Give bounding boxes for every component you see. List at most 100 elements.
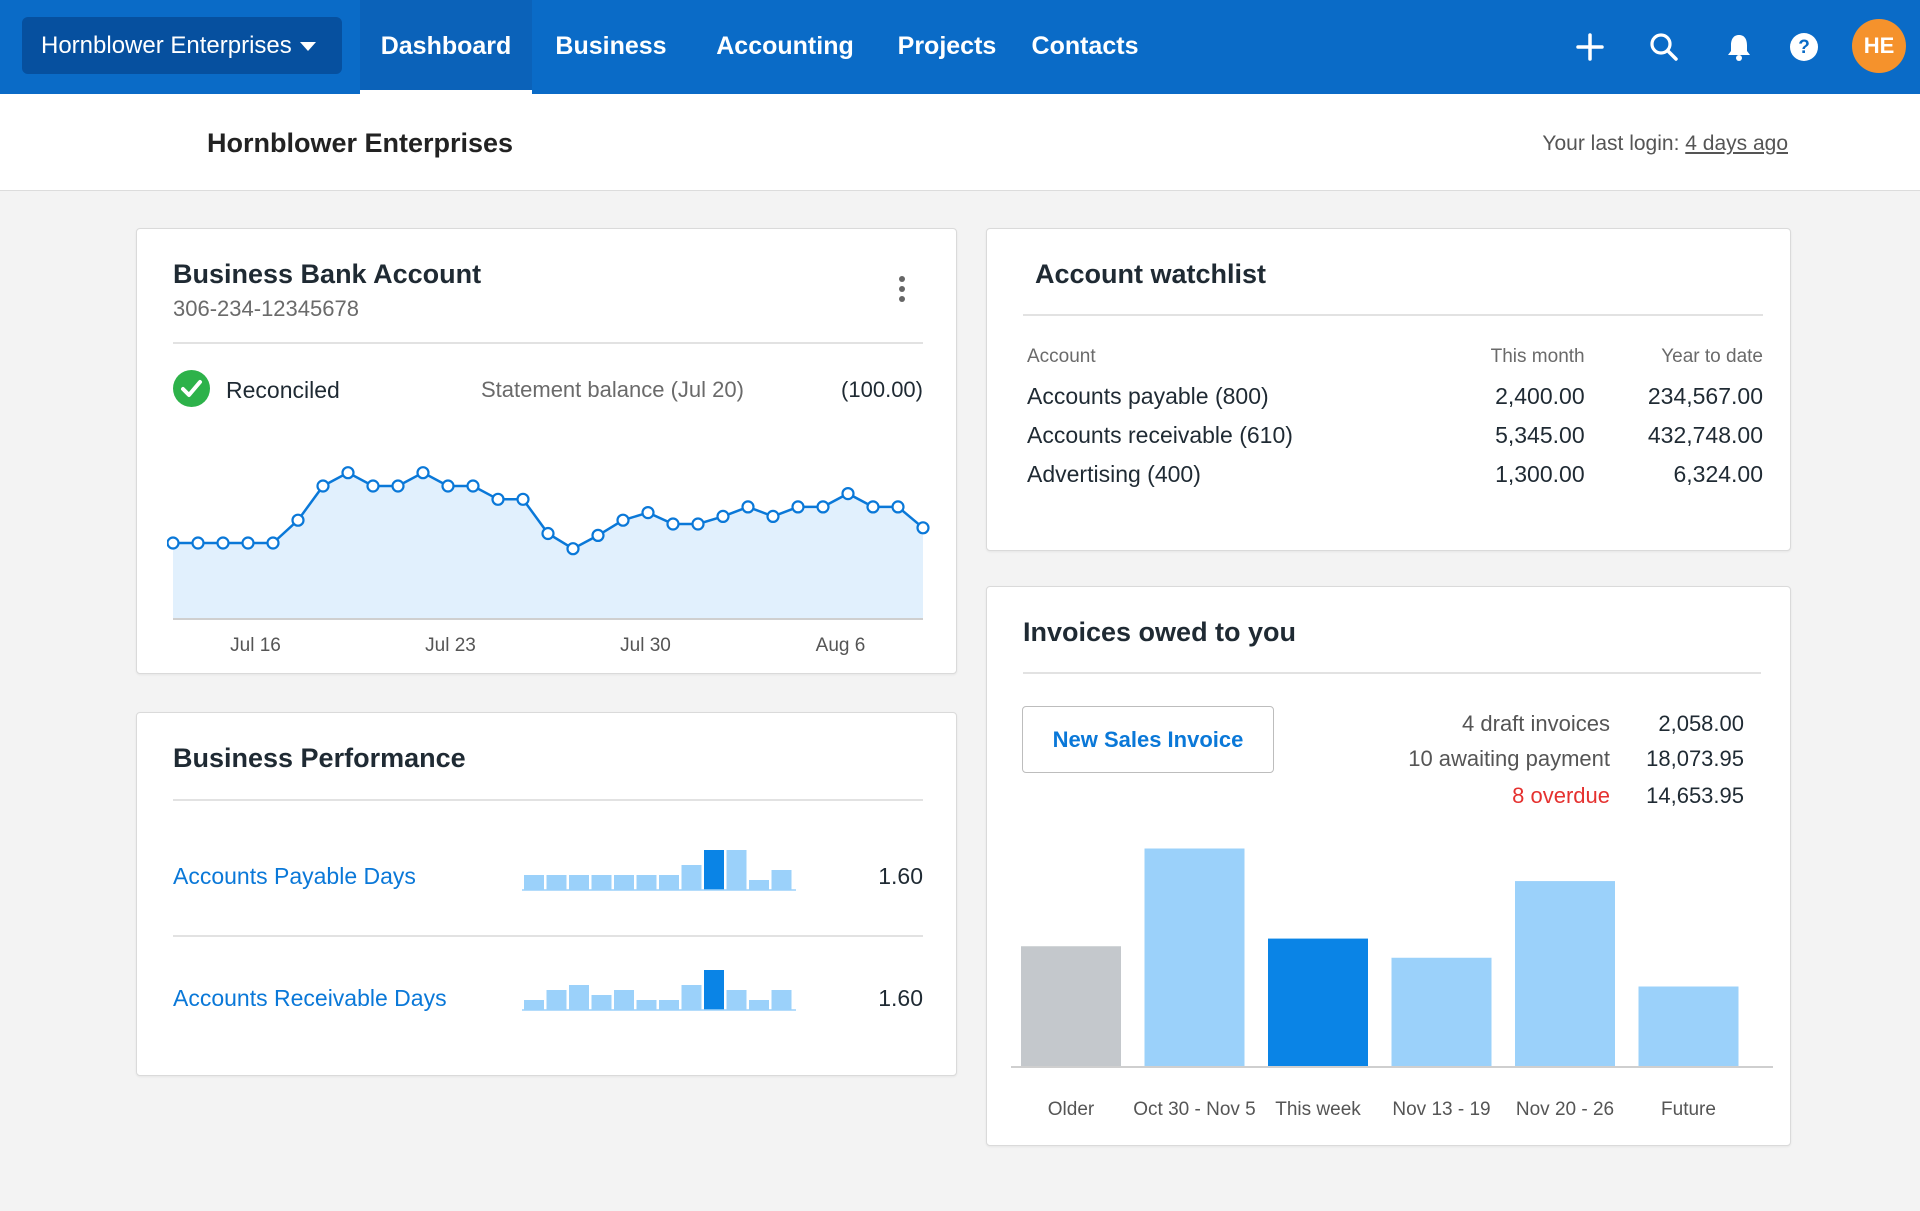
- account-watchlist-title[interactable]: Account watchlist: [1035, 259, 1267, 289]
- sparkline-bar: [614, 990, 634, 1010]
- organization-switcher[interactable]: Hornblower Enterprises: [22, 17, 342, 74]
- invoices-owed-chart: Older Oct 30 - Nov 5 This week Nov 13 - 19 N…: [1011, 848, 1773, 1120]
- accounts-receivable-days-link[interactable]: Accounts Receivable Days: [173, 985, 447, 1011]
- this-month-value: 1,300.00: [1495, 461, 1585, 487]
- sparkline-bar: [614, 875, 634, 890]
- balance-point[interactable]: [241, 536, 255, 550]
- sparkline-bar: [704, 970, 724, 1010]
- balance-point[interactable]: [591, 528, 605, 543]
- x-tick-label: Jul 16: [230, 635, 281, 656]
- x-category-label: Nov 20 - 26: [1516, 1099, 1614, 1120]
- balance-point[interactable]: [266, 536, 280, 550]
- sparkline-bar: [749, 880, 769, 890]
- nav-tab-accounting[interactable]: Accounting: [716, 32, 854, 60]
- bank-balance-chart: Jul 16 Jul 23 Jul 30 Aug 6: [167, 466, 930, 656]
- balance-point[interactable]: [716, 509, 730, 524]
- table-row[interactable]: Advertising (400) 1,300.00 6,324.00: [1027, 455, 1763, 494]
- balance-point[interactable]: [841, 486, 855, 501]
- invoice-bar[interactable]: [1144, 848, 1245, 1068]
- nav-tab-dashboard[interactable]: Dashboard: [360, 0, 532, 94]
- balance-point[interactable]: [641, 505, 655, 520]
- year-to-date-value: 432,748.00: [1647, 422, 1763, 448]
- invoices-owed-title[interactable]: Invoices owed to you: [1023, 617, 1297, 647]
- sparkline-bar: [636, 875, 657, 890]
- sparkline-bar: [771, 990, 792, 1010]
- balance-point[interactable]: [666, 517, 680, 531]
- last-login-link[interactable]: 4 days ago: [1685, 132, 1788, 155]
- nav-tab-contacts[interactable]: Contacts: [1031, 32, 1139, 60]
- balance-point[interactable]: [191, 536, 205, 550]
- sparkline-bar: [749, 1000, 769, 1010]
- balance-point[interactable]: [391, 479, 405, 493]
- last-login: Your last login: 4 days ago: [1542, 132, 1788, 156]
- sparkline-bar: [659, 875, 679, 890]
- sparkline-bar: [569, 875, 589, 890]
- x-tick-label: Jul 30: [620, 635, 671, 656]
- draft-invoices-label[interactable]: 4 draft invoices: [1462, 711, 1610, 736]
- nav-tab-business[interactable]: Business: [555, 32, 667, 60]
- invoice-bar[interactable]: [1515, 881, 1615, 1067]
- sparkline-bar: [659, 1000, 679, 1010]
- plus-icon[interactable]: [1567, 24, 1613, 70]
- balance-point[interactable]: [541, 526, 555, 541]
- balance-point[interactable]: [691, 517, 705, 531]
- balance-point[interactable]: [741, 500, 755, 514]
- sparkline-bar: [546, 990, 567, 1010]
- table-row[interactable]: Accounts payable (800) 2,400.00 234,567.…: [1027, 377, 1763, 416]
- invoice-bar[interactable]: [1021, 946, 1121, 1067]
- account-name: Accounts receivable (610): [1027, 422, 1293, 448]
- balance-point[interactable]: [291, 513, 305, 527]
- sparkline-bar: [546, 875, 567, 890]
- business-performance-card: Business Performance Accounts Payable Da…: [136, 712, 957, 1076]
- balance-point[interactable]: [866, 500, 880, 514]
- year-to-date-value: 6,324.00: [1673, 461, 1763, 487]
- balance-point[interactable]: [616, 513, 630, 527]
- balance-point[interactable]: [416, 466, 430, 480]
- sparkline-bar: [524, 1000, 544, 1010]
- account-watchlist-card: Account watchlist Account This month Yea…: [986, 228, 1791, 551]
- overdue-label[interactable]: 8 overdue: [1512, 783, 1610, 808]
- invoice-bar[interactable]: [1391, 957, 1492, 1067]
- table-row[interactable]: Accounts receivable (610) 5,345.00 432,7…: [1027, 416, 1763, 455]
- balance-point[interactable]: [816, 500, 830, 514]
- invoice-bar[interactable]: [1638, 986, 1739, 1068]
- search-icon[interactable]: [1641, 24, 1687, 70]
- balance-point[interactable]: [516, 492, 530, 506]
- balance-point[interactable]: [891, 500, 905, 514]
- balance-point[interactable]: [791, 500, 805, 514]
- balance-point[interactable]: [766, 509, 780, 524]
- nav-tab-projects[interactable]: Projects: [897, 32, 997, 60]
- help-icon[interactable]: ?: [1781, 24, 1827, 70]
- statement-balance-label: Statement balance (Jul 20): [481, 377, 744, 402]
- balance-point[interactable]: [566, 542, 580, 556]
- balance-point[interactable]: [216, 536, 230, 550]
- sparkline-bar: [726, 990, 747, 1010]
- divider: [173, 799, 923, 801]
- user-avatar[interactable]: HE: [1852, 19, 1906, 73]
- bell-icon[interactable]: [1716, 24, 1762, 70]
- x-category-label: Older: [1048, 1099, 1095, 1120]
- accounts-payable-days-link[interactable]: Accounts Payable Days: [173, 863, 416, 889]
- divider: [1023, 672, 1761, 674]
- new-sales-invoice-button[interactable]: New Sales Invoice: [1022, 706, 1274, 773]
- balance-point[interactable]: [441, 479, 455, 493]
- balance-point[interactable]: [341, 466, 355, 480]
- balance-point[interactable]: [366, 479, 380, 493]
- x-tick-label: Jul 23: [425, 635, 476, 656]
- account-name: Advertising (400): [1027, 461, 1201, 487]
- awaiting-payment-label[interactable]: 10 awaiting payment: [1408, 746, 1610, 771]
- accounts-payable-sparkline: [522, 850, 796, 891]
- bank-account-title[interactable]: Business Bank Account: [173, 259, 482, 289]
- balance-point[interactable]: [316, 479, 330, 493]
- watchlist-table: Account This month Year to date Accounts…: [1027, 343, 1763, 494]
- balance-point[interactable]: [167, 536, 180, 550]
- balance-point[interactable]: [491, 492, 505, 506]
- x-category-label: This week: [1275, 1099, 1361, 1120]
- x-category-label: Nov 13 - 19: [1392, 1099, 1490, 1120]
- business-performance-title: Business Performance: [173, 743, 466, 773]
- invoice-bar[interactable]: [1268, 938, 1368, 1067]
- balance-point[interactable]: [466, 479, 480, 493]
- balance-area-fill: [173, 472, 923, 619]
- more-options-icon[interactable]: [897, 275, 907, 310]
- balance-point[interactable]: [916, 521, 930, 535]
